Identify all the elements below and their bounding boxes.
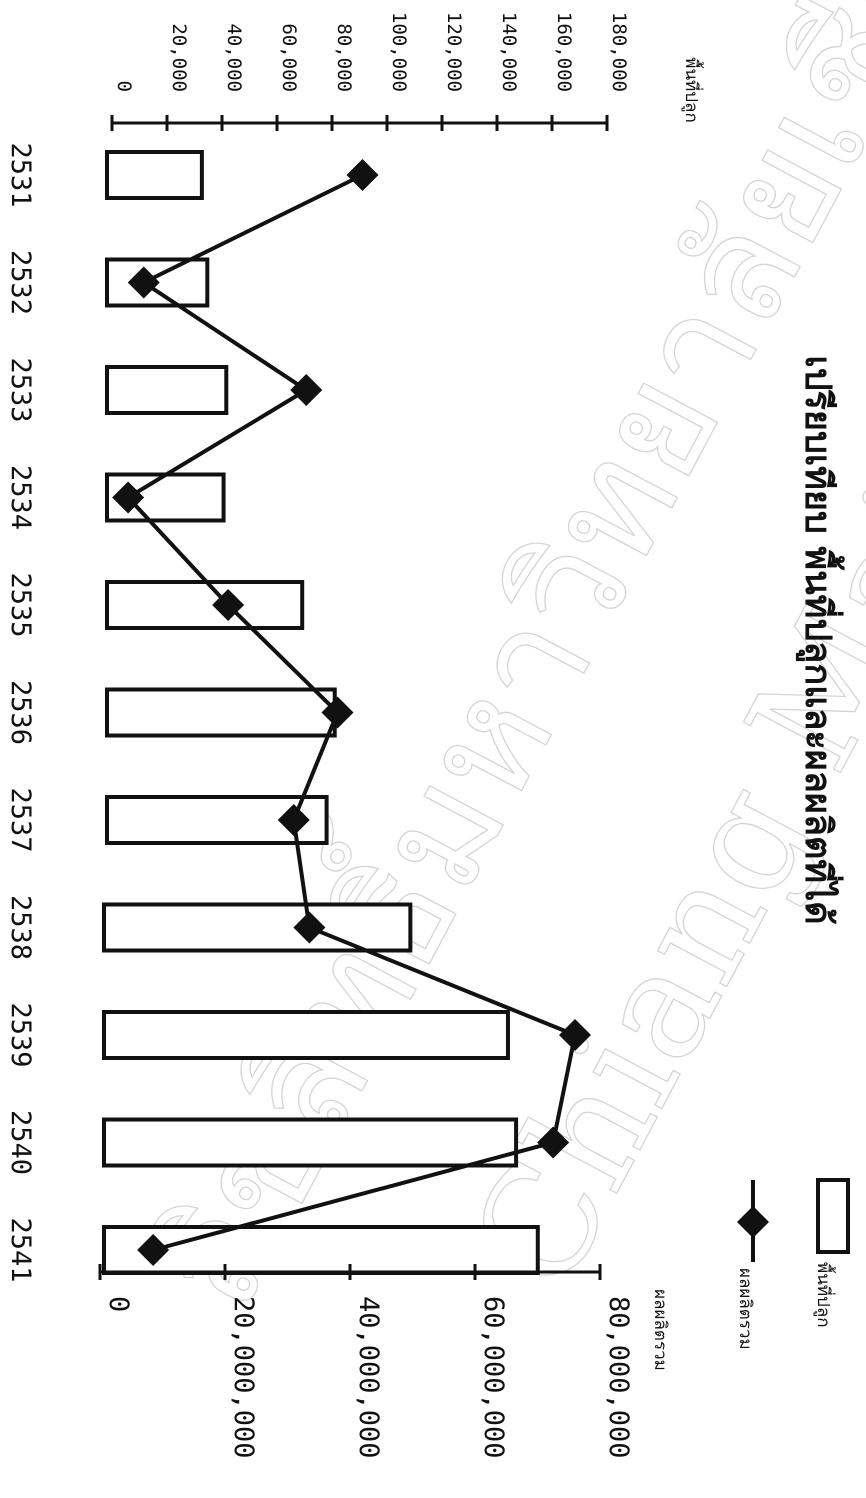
marker-2533 — [290, 374, 323, 406]
left-tick-label: 180,000 — [608, 12, 630, 92]
right-tick-label: 20,000,000 — [228, 1296, 259, 1459]
left-tick-label: 140,000 — [498, 12, 520, 92]
right-tick-label: 80,000,000 — [603, 1296, 634, 1459]
left-tick-label: 60,000 — [278, 23, 300, 92]
plot-area — [102, 150, 591, 1275]
legend-swatch-area — [816, 1178, 850, 1254]
chart-title: เปรียบเทียบ พื้นที่ปลูกและผลผลิตที่ได้ — [795, 355, 845, 924]
bar-2535 — [105, 580, 305, 630]
marker-2531 — [346, 159, 379, 191]
category-label-2538: 2538 — [5, 895, 36, 960]
marker-2532 — [127, 266, 160, 299]
left-tick-label: 40,000 — [223, 23, 245, 92]
labels: 0 20,000 40,000 60,000 80,000 100,000 120,000 1… — [5, 12, 845, 1459]
axes — [98, 115, 609, 1280]
category-label-2531: 2531 — [5, 142, 36, 207]
legend-label-production: ผลผลิตรวม — [735, 1268, 755, 1350]
marker-2534 — [112, 481, 145, 514]
left-tick-label: 20,000 — [168, 23, 190, 92]
marker-2535 — [212, 589, 245, 621]
legend-label-area: พื้นที่ปลูก — [813, 1262, 836, 1328]
marker-2538 — [293, 911, 326, 944]
legend-swatch-marker — [737, 1206, 769, 1238]
right-tick-label: 60,000,000 — [478, 1296, 509, 1459]
left-tick-label: 160,000 — [553, 12, 575, 92]
marker-2537 — [277, 804, 310, 836]
marker-2536 — [321, 696, 354, 729]
bar-2540 — [102, 1117, 519, 1168]
bar-2538 — [102, 902, 413, 953]
category-label-2540: 2540 — [5, 1110, 36, 1175]
category-label-2536: 2536 — [5, 680, 36, 745]
category-label-2541: 2541 — [5, 1217, 36, 1282]
left-tick-label: 80,000 — [333, 23, 355, 92]
category-label-2534: 2534 — [5, 465, 36, 530]
category-label-2533: 2533 — [5, 357, 36, 422]
category-label-2539: 2539 — [5, 1002, 36, 1067]
marker-2539 — [559, 1019, 591, 1051]
left-tick-label: 0 — [113, 81, 135, 92]
bar-2539 — [102, 1010, 510, 1060]
category-label-2532: 2532 — [5, 250, 36, 315]
legend: พื้นที่ปลูก ผลผลิตรวม — [735, 1178, 850, 1350]
left-tick-label: 100,000 — [388, 12, 410, 92]
bar-2533 — [105, 365, 229, 415]
right-tick-label: 40,000,000 — [353, 1296, 384, 1459]
category-label-2537: 2537 — [5, 787, 36, 852]
left-axis-title: พื้นที่ปลูก — [681, 57, 704, 123]
bar-2531 — [105, 150, 204, 200]
marker-2541 — [137, 1234, 170, 1266]
bar-2536 — [105, 687, 337, 738]
right-axis-title: ผลผลิตรวม — [650, 1289, 670, 1371]
right-tick-label: 0 — [103, 1296, 134, 1312]
marker-2540 — [537, 1126, 570, 1159]
left-tick-label: 120,000 — [443, 12, 465, 92]
category-label-2535: 2535 — [5, 572, 36, 637]
